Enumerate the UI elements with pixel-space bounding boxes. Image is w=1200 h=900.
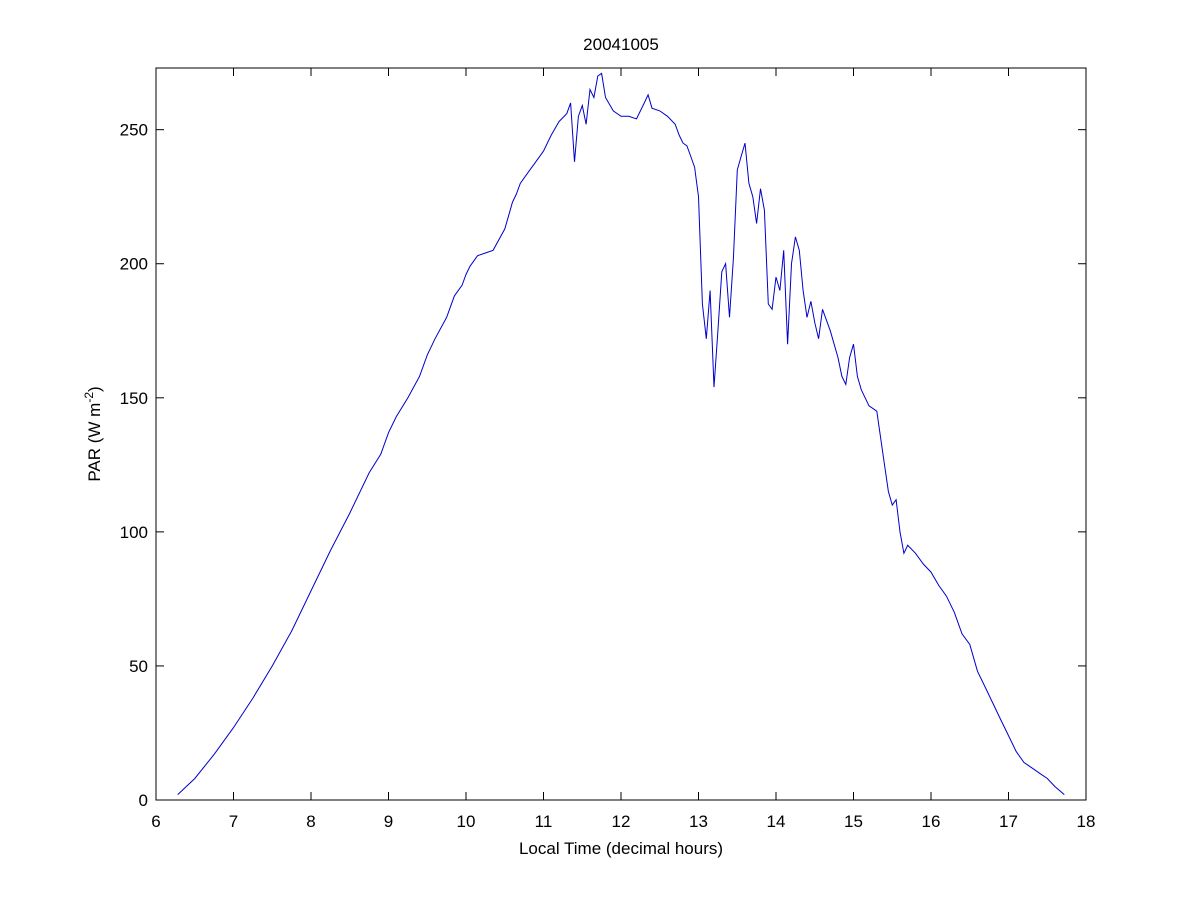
series-line-par — [177, 72, 1065, 795]
plot-area-frame — [155, 67, 1087, 801]
axis-tick-labels: 6 7 8 9 10 11 12 13 14 15 16 17 18 0 50 100 150 200 250 — [120, 121, 1096, 831]
y-tick-label: 150 — [120, 389, 148, 408]
x-tick-label: 16 — [922, 812, 941, 831]
y-axis-label-exponent: -2 — [82, 392, 96, 403]
y-axis-label-close: ) — [85, 386, 104, 392]
axis-ticks — [155, 68, 1087, 801]
x-tick-label: 14 — [767, 812, 786, 831]
y-tick-label: 100 — [120, 523, 148, 542]
x-tick-label: 8 — [306, 812, 315, 831]
chart-title: 20041005 — [583, 35, 659, 54]
x-tick-label: 12 — [612, 812, 631, 831]
x-tick-label: 9 — [384, 812, 393, 831]
x-tick-label: 11 — [535, 812, 553, 831]
y-axis-label-main: PAR (W m — [85, 403, 104, 482]
y-axis-label: PAR (W m-2) — [82, 386, 104, 481]
x-tick-label: 13 — [689, 812, 708, 831]
x-tick-label: 17 — [999, 812, 1018, 831]
x-tick-label: 6 — [151, 812, 160, 831]
x-tick-label: 7 — [229, 812, 238, 831]
x-tick-label: 18 — [1077, 812, 1096, 831]
x-tick-label: 15 — [844, 812, 863, 831]
y-tick-label: 200 — [120, 255, 148, 274]
x-tick-label: 10 — [457, 812, 476, 831]
y-tick-label: 0 — [139, 791, 148, 810]
x-axis-label: Local Time (decimal hours) — [519, 839, 723, 858]
y-tick-label: 50 — [129, 657, 148, 676]
y-tick-label: 250 — [120, 121, 148, 140]
